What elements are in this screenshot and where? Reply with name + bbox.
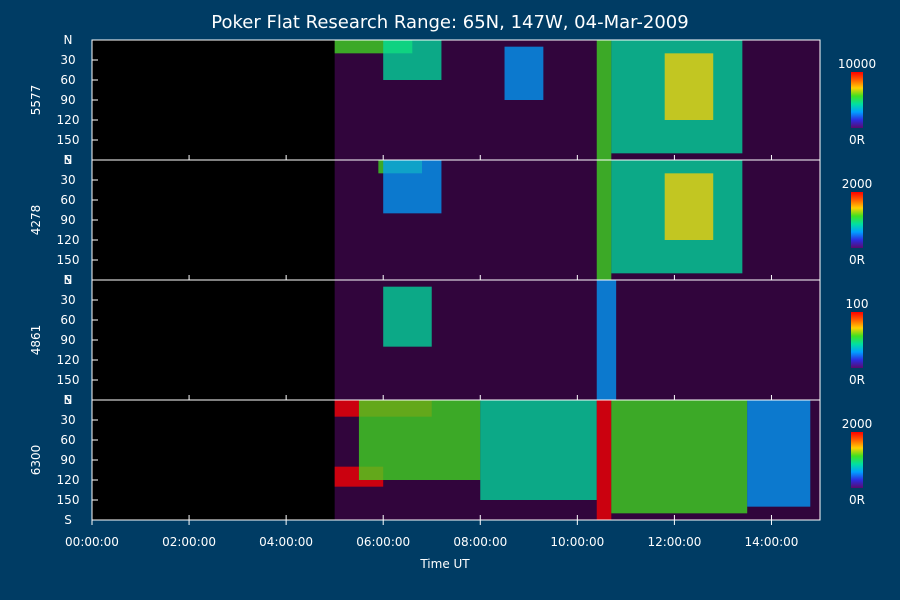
colorbar xyxy=(851,432,863,488)
y-tick-label: 150 xyxy=(57,133,80,147)
x-tick-label: 02:00:00 xyxy=(162,535,216,549)
y-tick-label: 90 xyxy=(60,453,75,467)
y-tick-label: 90 xyxy=(60,333,75,347)
emission-feature xyxy=(383,40,442,80)
emission-feature xyxy=(664,53,714,121)
colorbar-max-label: 2000 xyxy=(842,177,873,191)
y-tick-label: 30 xyxy=(60,53,75,67)
y-tick-label: 150 xyxy=(57,253,80,267)
colorbar xyxy=(851,72,863,128)
channel-label: 4278 xyxy=(29,205,43,236)
panel-6300: N 30 60 90 120 150 S 6300 xyxy=(29,393,821,527)
colorbar-max-label: 100 xyxy=(846,297,869,311)
colorbar-max-label: 2000 xyxy=(842,417,873,431)
y-tick-label: 90 xyxy=(60,213,75,227)
emission-feature xyxy=(358,400,481,480)
colorbar xyxy=(851,312,863,368)
y-tick-label: S xyxy=(64,153,72,167)
x-tick-label: 04:00:00 xyxy=(259,535,313,549)
channel-label: 4861 xyxy=(29,325,43,356)
y-tick-label: 120 xyxy=(57,353,80,367)
y-tick-label: N xyxy=(64,393,73,407)
x-axis-label: Time UT xyxy=(419,557,470,571)
y-tick-label: 60 xyxy=(60,73,75,87)
emission-feature xyxy=(596,280,617,400)
emission-feature xyxy=(596,160,612,280)
emission-feature xyxy=(383,160,442,214)
y-tick-label: S xyxy=(64,393,72,407)
emission-feature xyxy=(480,400,597,500)
emission-feature xyxy=(664,173,714,240)
panel-4278: N 30 60 90 120 150 S 4278 xyxy=(29,153,821,287)
emission-feature xyxy=(611,400,748,514)
emission-feature xyxy=(747,400,811,507)
y-tick-label: 120 xyxy=(57,233,80,247)
y-tick-label: N xyxy=(64,33,73,47)
y-tick-label: 30 xyxy=(60,413,75,427)
y-tick-label: 150 xyxy=(57,493,80,507)
channel-label: 6300 xyxy=(29,445,43,476)
colorbars-group: 10000 0R 2000 0R 100 0R 2000 0R xyxy=(838,57,876,507)
x-tick-label: 06:00:00 xyxy=(356,535,410,549)
y-tick-label: 150 xyxy=(57,373,80,387)
colorbar-min-label: 0R xyxy=(849,493,865,507)
colorbar-min-label: 0R xyxy=(849,373,865,387)
y-tick-label: N xyxy=(64,273,73,287)
x-tick-label: 08:00:00 xyxy=(453,535,507,549)
x-tick-label: 14:00:00 xyxy=(745,535,799,549)
colorbar-min-label: 0R xyxy=(849,253,865,267)
colorbar-max-label: 10000 xyxy=(838,57,876,71)
y-tick-label: N xyxy=(64,153,73,167)
panel-4861: N 30 60 90 120 150 S 4861 xyxy=(29,273,821,407)
colorbar xyxy=(851,192,863,248)
emission-feature xyxy=(596,40,612,160)
y-tick-label: 60 xyxy=(60,433,75,447)
emission-feature xyxy=(596,400,612,520)
x-tick-label: 00:00:00 xyxy=(65,535,119,549)
y-tick-label: 90 xyxy=(60,93,75,107)
y-tick-label: 60 xyxy=(60,313,75,327)
emission-feature xyxy=(504,46,544,100)
emission-feature xyxy=(383,286,432,347)
colorbar-min-label: 0R xyxy=(849,133,865,147)
chart-title: Poker Flat Research Range: 65N, 147W, 04… xyxy=(211,12,688,33)
y-tick-label: 120 xyxy=(57,113,80,127)
y-tick-label: 30 xyxy=(60,293,75,307)
y-tick-label: 60 xyxy=(60,193,75,207)
x-tick-label: 12:00:00 xyxy=(647,535,701,549)
y-tick-label: S xyxy=(64,273,72,287)
channel-label: 5577 xyxy=(29,85,43,116)
panels-group: N 30 60 90 120 150 S 5577 N 30 60 90 120 150 S 4278 N 30 6… xyxy=(29,33,821,527)
y-tick-label: 120 xyxy=(57,473,80,487)
x-axis: 00:00:00 02:00:00 04:00:00 06:00:00 08:00:00… xyxy=(65,520,798,549)
y-tick-label: S xyxy=(64,513,72,527)
x-tick-label: 10:00:00 xyxy=(550,535,604,549)
panel-5577: N 30 60 90 120 150 S 5577 xyxy=(29,33,821,167)
y-tick-label: 30 xyxy=(60,173,75,187)
